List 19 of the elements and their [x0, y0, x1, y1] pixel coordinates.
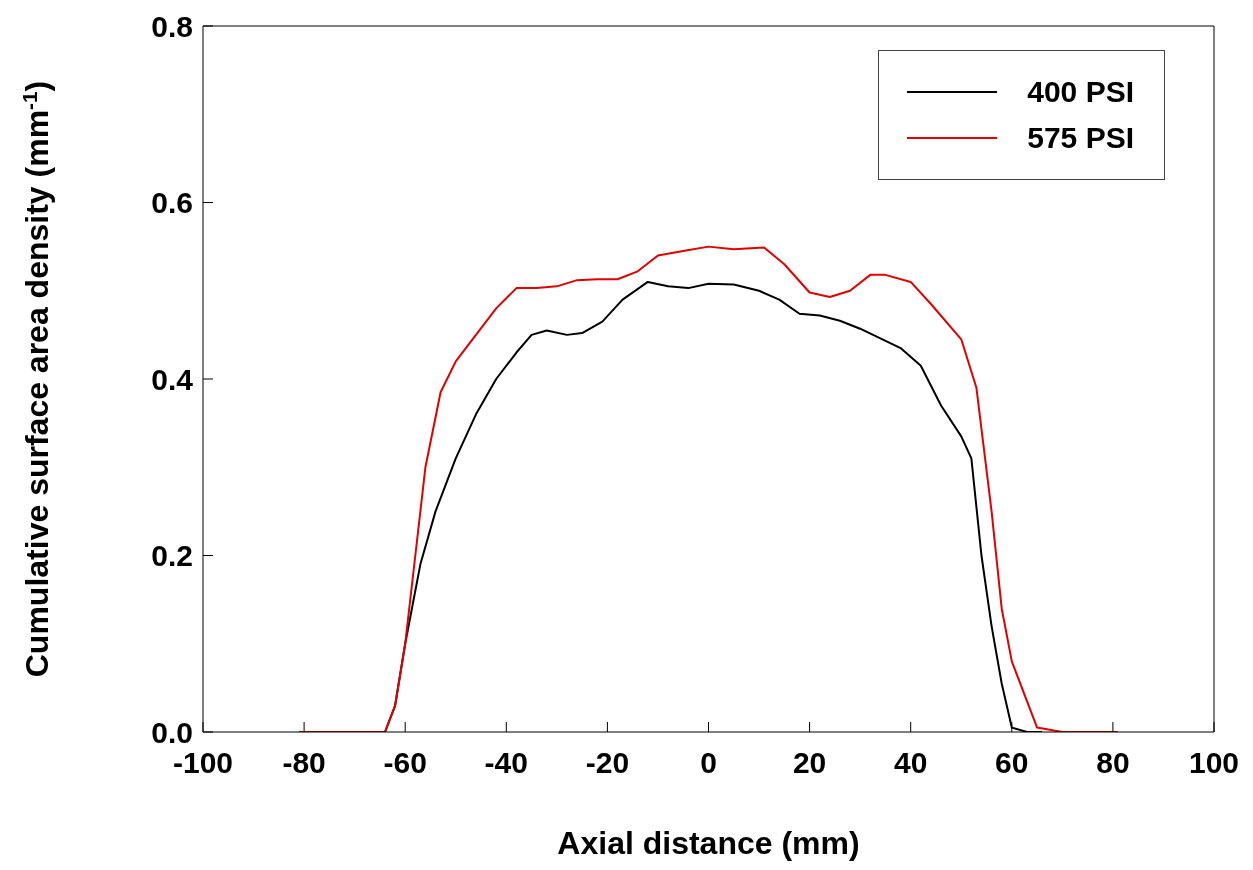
x-tick-label: 80 — [1096, 746, 1130, 780]
y-tick-label: 0.0 — [151, 715, 193, 749]
legend-label: 400 PSI — [1027, 75, 1134, 109]
y-tick-label: 0.4 — [151, 362, 194, 396]
x-tick-label: 100 — [1188, 746, 1240, 780]
x-tick-label: 40 — [894, 746, 928, 780]
y-tick-label: 0.2 — [151, 539, 193, 573]
legend-label: 575 PSI — [1027, 121, 1134, 155]
y-tick-label: 0.6 — [151, 186, 193, 220]
x-tick-label: 20 — [792, 746, 827, 780]
y-tick-label: 0.8 — [151, 9, 193, 43]
x-axis-title: Axial distance (mm) — [557, 825, 860, 861]
x-tick-label: -80 — [282, 746, 326, 780]
x-tick-label: -100 — [172, 746, 234, 780]
x-tick-label: -40 — [484, 746, 528, 780]
x-tick-label: -20 — [585, 746, 630, 780]
x-tick-label: -60 — [383, 746, 427, 780]
x-tick-label: 0 — [700, 746, 717, 780]
x-tick-label: 60 — [995, 746, 1029, 780]
